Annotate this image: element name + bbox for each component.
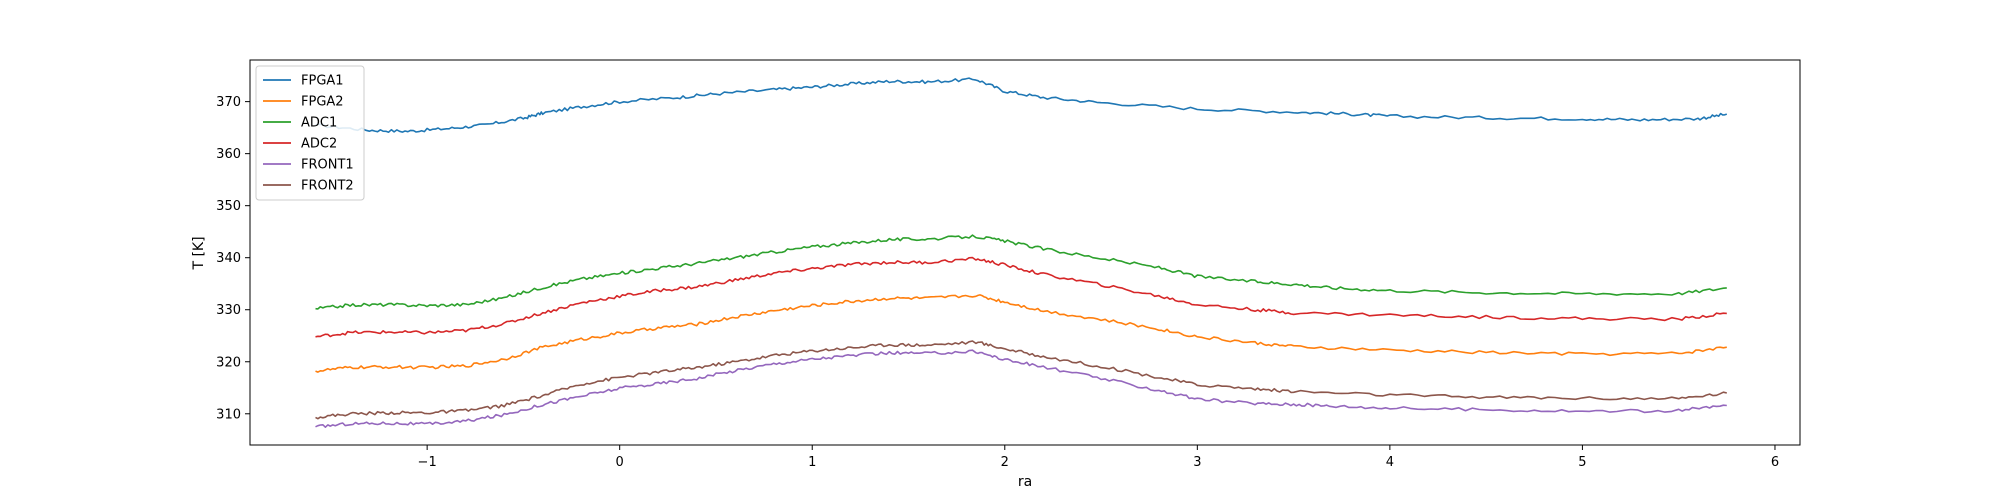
series-line-front1 [315, 349, 1727, 428]
legend-box [255, 65, 365, 201]
legend-label-front2: FRONT2 [301, 179, 354, 194]
series-line-fpga2 [315, 294, 1727, 373]
x-axis-label: ra [1018, 474, 1032, 490]
x-tick-label: 6 [1771, 455, 1779, 470]
x-tick-label: 3 [1193, 455, 1201, 470]
legend-label-adc2: ADC2 [301, 137, 337, 152]
y-axis-label: T [K] [191, 236, 207, 270]
y-tick-label: 360 [216, 147, 241, 162]
plot-area [249, 59, 1801, 446]
legend-label-front1: FRONT1 [301, 158, 354, 173]
x-tick-label: 2 [1001, 455, 1009, 470]
series-line-front2 [315, 340, 1727, 420]
series-lines [315, 77, 1728, 428]
plot-frame [249, 59, 1801, 446]
legend-label-fpga1: FPGA1 [301, 74, 344, 89]
y-tick-label: 310 [216, 407, 241, 422]
y-tick-label: 350 [216, 199, 241, 214]
x-tick-label: 4 [1386, 455, 1394, 470]
series-line-adc1 [315, 234, 1727, 310]
y-tick-label: 370 [216, 95, 241, 110]
y-tick-label: 320 [216, 355, 241, 370]
y-tick-label: 330 [216, 303, 241, 318]
y-tick-label: 340 [216, 251, 241, 266]
x-tick-label: 5 [1578, 455, 1586, 470]
series-line-fpga1 [315, 77, 1728, 133]
legend-label-adc1: ADC1 [301, 116, 337, 131]
x-tick-label: −1 [418, 455, 437, 470]
legend-label-fpga2: FPGA2 [301, 95, 344, 110]
y-axis-ticks: 310 320 330 340 350 360 370 [216, 95, 250, 422]
legend: FPGA1 FPGA2 ADC1 ADC2 FRONT1 FRONT2 [255, 65, 365, 201]
x-tick-label: 0 [616, 455, 624, 470]
x-tick-label: 1 [808, 455, 816, 470]
x-axis-ticks: −1 0 1 2 3 4 5 6 [418, 445, 1779, 470]
series-line-adc2 [315, 256, 1727, 338]
